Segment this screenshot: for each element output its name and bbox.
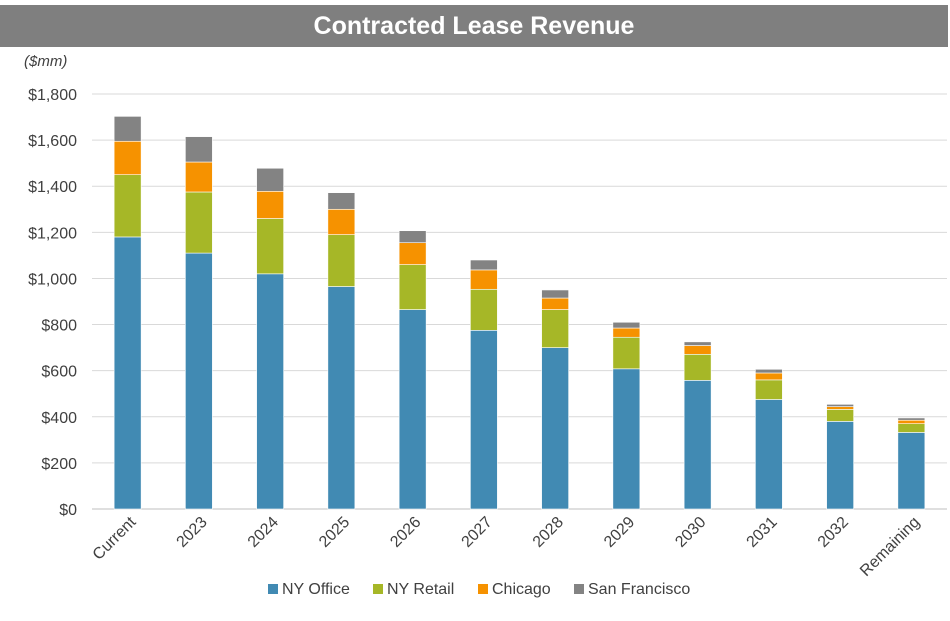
y-tick-label: $0 (59, 502, 77, 519)
x-tick-label: 2025 (316, 514, 353, 551)
y-tick-label: $800 (41, 318, 77, 335)
bar-segment (541, 347, 569, 510)
bar-segment (398, 230, 427, 244)
bar-segment (185, 252, 213, 510)
legend-swatch (478, 584, 488, 594)
bar-segment (185, 161, 213, 193)
x-tick-label: 2026 (387, 514, 424, 551)
legend-label: San Francisco (588, 581, 690, 598)
y-tick-label: $1,600 (28, 133, 77, 150)
bar-segment (256, 218, 284, 275)
bar-segment (755, 372, 783, 381)
y-tick-label: $400 (41, 410, 77, 427)
bar-segment (612, 327, 641, 338)
x-axis: Current 2023 2024 2025 2026 2027 2028 2029 2030 2… (90, 513, 924, 579)
bar-segment (683, 345, 712, 355)
bar-segment (256, 273, 284, 510)
y-unit-label: ($mm) (24, 53, 67, 70)
bar-segment (541, 309, 569, 348)
bar-segment (113, 174, 142, 238)
x-tick-label: 2024 (245, 514, 282, 551)
gridlines (92, 93, 947, 510)
bar-segment (755, 379, 783, 400)
chart-title: Contracted Lease Revenue (313, 11, 635, 40)
bar-segment (897, 432, 926, 510)
bar-segment (683, 380, 712, 510)
bar-segment (755, 368, 783, 374)
y-tick-label: $1,200 (28, 225, 77, 242)
legend-swatch (373, 584, 383, 594)
legend-swatch (574, 584, 584, 594)
bar-segment (113, 140, 142, 175)
bar-segment (826, 404, 854, 407)
bar-segment (398, 309, 427, 510)
x-tick-label: 2031 (744, 514, 781, 551)
x-tick-label: Current (90, 513, 140, 563)
bar-segment (683, 341, 712, 346)
legend-label: NY Office (282, 581, 350, 598)
bar-segment (755, 399, 783, 510)
bar-segment (327, 192, 356, 210)
bar-segment (256, 167, 284, 192)
legend: NY Office NY Retail Chicago San Francisco (268, 581, 690, 598)
bar-segment (897, 423, 926, 433)
chart-title-bar: Contracted Lease Revenue (0, 5, 948, 47)
y-axis: $0 $200 $400 $600 $800 $1,000 $1,200 $1,400 $1,6… (28, 87, 77, 519)
y-tick-label: $1,000 (28, 271, 77, 288)
bar-segment (398, 242, 427, 265)
bar-segment (612, 321, 641, 329)
bars (113, 116, 926, 510)
bar-segment (826, 409, 854, 422)
y-tick-label: $200 (41, 456, 77, 473)
bar-segment (826, 406, 854, 410)
bar-segment (541, 297, 569, 310)
bar-segment (113, 236, 142, 510)
bar-segment (897, 419, 926, 424)
bar-segment (398, 264, 427, 310)
x-tick-label: Remaining (857, 514, 923, 580)
bar-segment (683, 353, 712, 381)
bar-segment (541, 289, 569, 299)
x-tick-label: 2030 (672, 514, 709, 551)
bar-segment (897, 417, 926, 421)
bar-segment (113, 116, 142, 142)
bar-segment (327, 234, 356, 287)
bar-segment (612, 368, 641, 510)
bar-segment (470, 259, 498, 271)
legend-label: Chicago (492, 581, 551, 598)
bar-segment (256, 190, 284, 219)
y-tick-label: $1,400 (28, 179, 77, 196)
bar-segment (327, 208, 356, 235)
x-tick-label: 2029 (601, 514, 638, 551)
x-tick-label: 2028 (530, 514, 567, 551)
y-tick-label: $600 (41, 364, 77, 381)
bar-segment (470, 330, 498, 510)
bar-segment (470, 288, 498, 331)
bar-segment (612, 336, 641, 370)
bar-segment (185, 191, 213, 254)
bar-segment (470, 269, 498, 290)
legend-label: NY Retail (387, 581, 454, 598)
x-tick-label: 2032 (815, 514, 852, 551)
bar-segment (327, 286, 356, 510)
bar-segment (185, 136, 213, 163)
x-tick-label: 2023 (174, 514, 211, 551)
y-tick-label: $1,800 (28, 87, 77, 104)
bar-segment (826, 421, 854, 510)
legend-swatch (268, 584, 278, 594)
x-tick-label: 2027 (459, 514, 496, 551)
